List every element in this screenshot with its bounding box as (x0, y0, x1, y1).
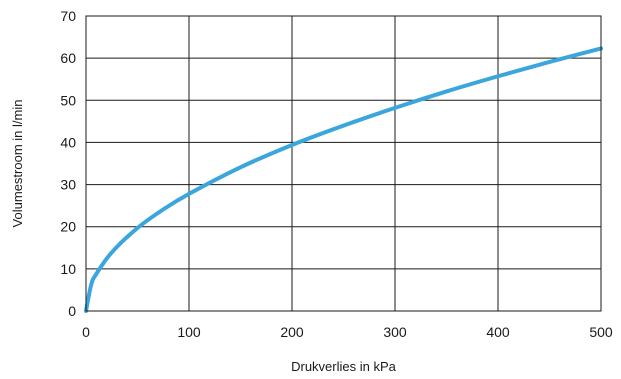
x-tick-label: 500 (589, 324, 613, 340)
plot-border (85, 15, 602, 312)
series-layer (84, 46, 603, 313)
grid (86, 16, 601, 311)
y-tick-label: 30 (60, 177, 76, 193)
x-tick-label: 0 (82, 324, 90, 340)
y-tick-label: 60 (60, 50, 76, 66)
y-tick-label: 70 (60, 8, 76, 24)
x-tick-label: 100 (177, 324, 201, 340)
series-line (84, 46, 603, 313)
y-tick-label: 0 (68, 303, 76, 319)
y-tick-label: 10 (60, 261, 76, 277)
y-tick-label: 50 (60, 92, 76, 108)
y-axis-title: Volumestroom in l/min (10, 100, 25, 228)
x-tick-label: 300 (383, 324, 407, 340)
x-tick-label: 400 (486, 324, 510, 340)
x-tick-label: 200 (280, 324, 304, 340)
y-tick-label: 40 (60, 134, 76, 150)
y-tick-label: 20 (60, 219, 76, 235)
y-tick-labels: 0 10 20 30 40 50 60 70 (60, 8, 76, 319)
plot-frame (85, 15, 602, 312)
x-tick-labels: 0 100 200 300 400 500 (82, 324, 613, 340)
x-axis-title: Drukverlies in kPa (291, 359, 397, 374)
